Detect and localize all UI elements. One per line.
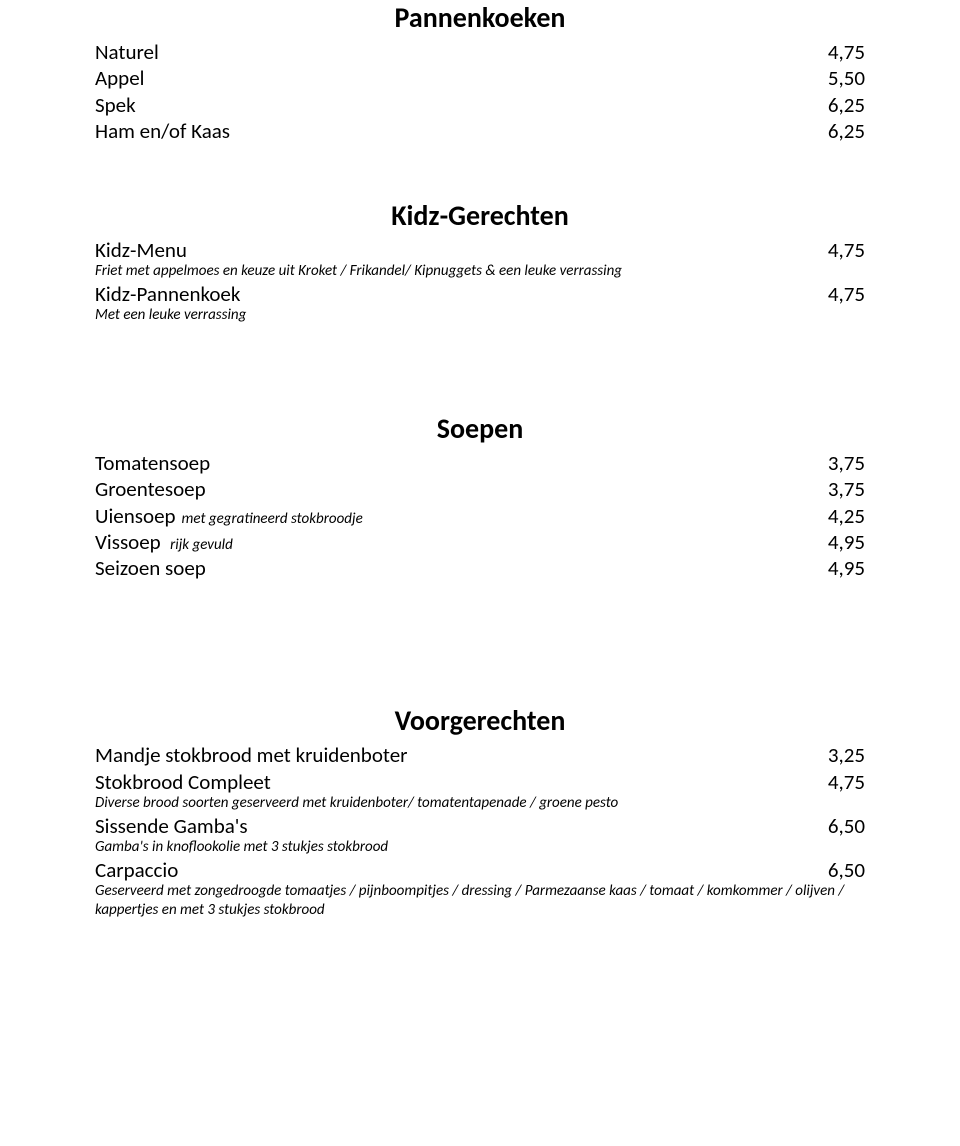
item-name: Kidz-Pannenkoek (95, 281, 240, 307)
menu-item: Tomatensoep 3,75 (95, 450, 865, 476)
item-name: Seizoen soep (95, 555, 206, 581)
item-price: 3,75 (828, 476, 865, 502)
item-price: 3,75 (828, 450, 865, 476)
section-title-soepen: Soepen (95, 411, 865, 446)
item-name: Tomatensoep (95, 450, 210, 476)
item-name: Mandje stokbrood met kruidenboter (95, 742, 408, 768)
menu-item: Groentesoep 3,75 (95, 476, 865, 502)
item-name-main: Vissoep (95, 529, 161, 555)
item-name-sub: met gegratineerd stokbroodje (182, 510, 363, 528)
item-name: Kidz-Menu (95, 237, 187, 263)
item-name: Vissoep rijk gevuld (95, 529, 233, 555)
item-name: Naturel (95, 39, 159, 65)
item-description: Geserveerd met zongedroogde tomaatjes / … (95, 882, 865, 920)
item-description: Diverse brood soorten geserveerd met kru… (95, 794, 865, 813)
item-price: 4,75 (828, 39, 865, 65)
menu-item: Kidz-Pannenkoek 4,75 (95, 281, 865, 307)
menu-item: Seizoen soep 4,95 (95, 555, 865, 581)
item-description: Gamba's in knoflookolie met 3 stukjes st… (95, 838, 865, 857)
item-name: Uiensoep met gegratineerd stokbroodje (95, 503, 363, 529)
item-price: 6,25 (828, 92, 865, 118)
menu-item: Uiensoep met gegratineerd stokbroodje 4,2… (95, 503, 865, 529)
item-name-main: Uiensoep (95, 503, 176, 529)
item-name: Sissende Gamba's (95, 813, 248, 839)
item-name: Appel (95, 65, 145, 91)
item-name: Carpaccio (95, 857, 178, 883)
item-price: 4,95 (828, 529, 865, 555)
menu-item: Mandje stokbrood met kruidenboter 3,25 (95, 742, 865, 768)
menu-item: Spek 6,25 (95, 92, 865, 118)
menu-page: Pannenkoeken Naturel 4,75 Appel 5,50 Spe… (0, 0, 960, 919)
item-price: 4,25 (828, 503, 865, 529)
item-price: 6,50 (828, 857, 865, 883)
menu-item: Sissende Gamba's 6,50 (95, 813, 865, 839)
menu-item: Vissoep rijk gevuld 4,95 (95, 529, 865, 555)
section-title-kidz: Kidz-Gerechten (95, 198, 865, 233)
item-price: 5,50 (828, 65, 865, 91)
section-title-voorgerechten: Voorgerechten (95, 703, 865, 738)
section-title-pannenkoeken: Pannenkoeken (95, 0, 865, 35)
item-price: 6,25 (828, 118, 865, 144)
menu-item: Naturel 4,75 (95, 39, 865, 65)
item-description: Friet met appelmoes en keuze uit Kroket … (95, 262, 865, 281)
item-price: 4,75 (828, 281, 865, 307)
menu-item: Stokbrood Compleet 4,75 (95, 769, 865, 795)
item-name: Spek (95, 92, 136, 118)
menu-item: Carpaccio 6,50 (95, 857, 865, 883)
menu-item: Appel 5,50 (95, 65, 865, 91)
item-name: Ham en/of Kaas (95, 118, 230, 144)
menu-item: Ham en/of Kaas 6,25 (95, 118, 865, 144)
item-price: 4,75 (828, 237, 865, 263)
menu-item: Kidz-Menu 4,75 (95, 237, 865, 263)
item-price: 4,75 (828, 769, 865, 795)
item-name: Groentesoep (95, 476, 206, 502)
item-description: Met een leuke verrassing (95, 306, 865, 325)
item-name: Stokbrood Compleet (95, 769, 271, 795)
item-price: 3,25 (828, 742, 865, 768)
item-price: 4,95 (828, 555, 865, 581)
item-price: 6,50 (828, 813, 865, 839)
item-name-sub: rijk gevuld (167, 536, 233, 554)
